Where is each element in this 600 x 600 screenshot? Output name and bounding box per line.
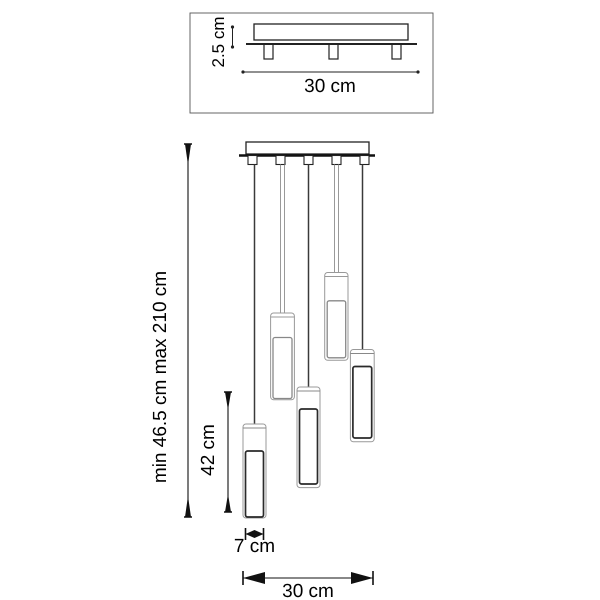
svg-text:30 cm: 30 cm: [304, 76, 356, 97]
svg-text:7 cm: 7 cm: [234, 536, 275, 557]
svg-text:42 cm: 42 cm: [198, 424, 219, 476]
svg-text:min 46.5 cm max 210 cm: min 46.5 cm max 210 cm: [150, 271, 171, 483]
svg-text:2.5 cm: 2.5 cm: [209, 16, 228, 67]
svg-text:30 cm: 30 cm: [282, 581, 334, 600]
